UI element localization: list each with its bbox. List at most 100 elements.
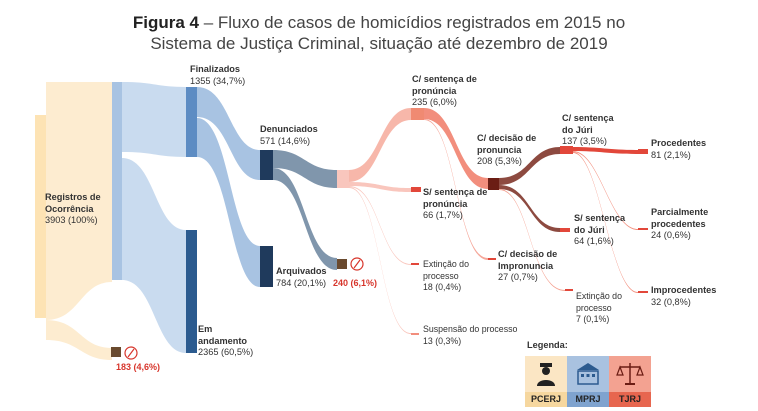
figure-title: Figura 4 – Fluxo de casos de homicídios …: [0, 12, 758, 54]
node-c-sentenca-pronuncia: [411, 108, 424, 120]
flow-to-c-decisao-impronuncia: [424, 119, 488, 260]
label-c-decisao-impronuncia-value: 27 (0,7%): [498, 272, 538, 282]
figure-number: Figura 4: [132, 13, 199, 32]
legend-title: Legenda:: [527, 340, 568, 350]
label-improcedentes-value: 32 (0,8%): [651, 296, 691, 307]
label-s-sentenca-juri-name: S/ sentença do Júri: [574, 213, 626, 235]
flow-registros-to-mprj: [46, 82, 112, 320]
label-c-sentenca-juri-name: C/ sentença do Júri: [562, 113, 614, 135]
node-procedentes: [638, 149, 648, 154]
flow-to-procedentes: [573, 147, 638, 154]
label-arquivados-name: Arquivados: [276, 266, 327, 276]
flow-registros-to-lost1: [46, 320, 112, 360]
node-tjrj-entry: [337, 170, 349, 188]
legend-mprj: MPRJ: [567, 356, 609, 407]
flow-to-extincao1: [349, 186, 411, 265]
flow-to-c-decisao-pronuncia: [424, 108, 488, 189]
flow-to-suspensao: [349, 187, 411, 334]
legend-tjrj-label: TJRJ: [609, 392, 651, 407]
label-procedentes-value: 81 (2,1%): [651, 149, 691, 160]
flow-to-c-sentenca: [349, 108, 411, 182]
node-em-andamento: [186, 230, 197, 353]
label-c-sentenca-juri-value: 137 (3,5%): [562, 136, 607, 146]
label-denunciados-name: Denunciados: [260, 124, 318, 134]
lost-marker-2: [337, 259, 347, 269]
label-em-andamento: Em andamento 2365 (60,5%): [198, 324, 253, 359]
label-extincao2-name: Extinção do processo: [576, 291, 622, 313]
label-c-decisao-pronuncia: C/ decisão de pronuncia 208 (5,3%): [477, 133, 545, 168]
label-parcialmente-name: Parcialmente procedentes: [651, 207, 709, 229]
no-entry-icon: [350, 257, 364, 271]
label-suspensao-value: 13 (0,3%): [423, 335, 462, 346]
label-procedentes: Procedentes 81 (2,1%): [651, 138, 706, 161]
no-entry-icon: [124, 346, 138, 360]
label-denunciados-value: 571 (14,6%): [260, 135, 311, 146]
label-em-andamento-value: 2365 (60,5%): [198, 347, 254, 357]
node-extincao1: [411, 263, 419, 265]
label-procedentes-name: Procedentes: [651, 138, 707, 148]
label-s-sentenca-juri: S/ sentença do Júri 64 (1,6%): [574, 213, 630, 248]
flow-to-s-sentenca: [349, 182, 411, 192]
label-arquivados-value: 784 (20,1%): [276, 277, 327, 288]
label-denunciados: Denunciados 571 (14,6%): [260, 124, 318, 147]
label-s-sentenca-pronuncia: S/ sentença de pronúncia 66 (1,7%): [423, 187, 489, 222]
label-lost2: 240 (6,1%): [333, 278, 378, 288]
legend-tjrj: TJRJ: [609, 356, 651, 407]
label-c-decisao-pronuncia-value: 208 (5,3%): [477, 156, 522, 166]
label-improcedentes-name: Improcedentes: [651, 285, 717, 295]
flow-to-s-sentenca-juri: [499, 185, 560, 232]
label-parcialmente-value: 24 (0,6%): [651, 230, 691, 240]
node-arquivados: [260, 246, 273, 287]
figure-title-text: – Fluxo de casos de homicídios registrad…: [198, 13, 626, 32]
flow-to-em-andamento: [122, 158, 186, 353]
node-c-decisao-pronuncia: [488, 178, 499, 190]
label-c-sentenca-pronuncia-value: 235 (6,0%): [412, 97, 457, 107]
label-arquivados: Arquivados 784 (20,1%): [276, 266, 327, 289]
label-registros: Registros de Ocorrência 3903 (100%): [45, 192, 117, 227]
node-denunciados: [260, 150, 273, 180]
label-suspensao-name: Suspensão do processo: [423, 324, 518, 334]
node-finalizados: [186, 87, 197, 157]
scales-icon: [616, 363, 644, 385]
label-improcedentes: Improcedentes 32 (0,8%): [651, 285, 716, 308]
legend-mprj-label: MPRJ: [567, 392, 609, 407]
label-c-sentenca-pronuncia: C/ sentença de pronúncia 235 (6,0%): [412, 74, 482, 109]
legend-pcerj-label: PCERJ: [525, 392, 567, 407]
node-s-sentenca-pronuncia: [411, 187, 421, 192]
flow-to-lost2: [273, 168, 337, 270]
node-c-sentenca-juri: [560, 146, 573, 154]
flow-to-tjrj: [273, 150, 337, 188]
label-extincao1: Extinção do processo 18 (0,4%): [423, 259, 483, 294]
node-parcialmente: [638, 228, 648, 230]
building-icon: [577, 363, 599, 385]
label-c-sentenca-pronuncia-name: C/ sentença de pronúncia: [412, 74, 477, 96]
figure-title-line2: Sistema de Justiça Criminal, situação at…: [150, 34, 608, 53]
legend-pcerj: PCERJ: [525, 356, 567, 407]
label-extincao1-value: 18 (0,4%): [423, 282, 462, 292]
flow-to-finalizados: [122, 82, 186, 157]
label-s-sentenca-juri-value: 64 (1,6%): [574, 236, 614, 246]
label-finalizados-value: 1355 (34,7%): [190, 75, 246, 86]
label-s-sentenca-pronuncia-name: S/ sentença de pronúncia: [423, 187, 488, 209]
label-c-decisao-impronuncia-name: C/ decisão de Impronuncia: [498, 249, 558, 271]
flow-to-denunciados: [197, 87, 260, 180]
node-s-sentenca-juri: [560, 228, 570, 232]
node-improcedentes: [638, 291, 648, 293]
flow-to-c-sentenca-juri: [499, 147, 560, 185]
label-lost1: 183 (4,6%): [116, 362, 161, 372]
label-c-decisao-pronuncia-name: C/ decisão de pronuncia: [477, 133, 537, 155]
node-c-decisao-impronuncia: [488, 258, 496, 260]
label-em-andamento-name: Em andamento: [198, 324, 248, 346]
label-finalizados-name: Finalizados: [190, 64, 241, 74]
label-parcialmente: Parcialmente procedentes 24 (0,6%): [651, 207, 715, 242]
label-c-sentenca-juri: C/ sentença do Júri 137 (3,5%): [562, 113, 618, 148]
label-suspensao: Suspensão do processo 13 (0,3%): [423, 324, 517, 347]
node-extincao2: [565, 289, 573, 291]
label-registros-name: Registros de Ocorrência: [45, 192, 101, 214]
node-registros: [35, 115, 46, 318]
flow-to-arquivados: [197, 118, 260, 287]
label-registros-value: 3903 (100%): [45, 215, 98, 225]
label-finalizados: Finalizados 1355 (34,7%): [190, 64, 245, 87]
police-officer-icon: [537, 363, 555, 386]
label-c-decisao-impronuncia: C/ decisão de Impronuncia 27 (0,7%): [498, 249, 562, 284]
